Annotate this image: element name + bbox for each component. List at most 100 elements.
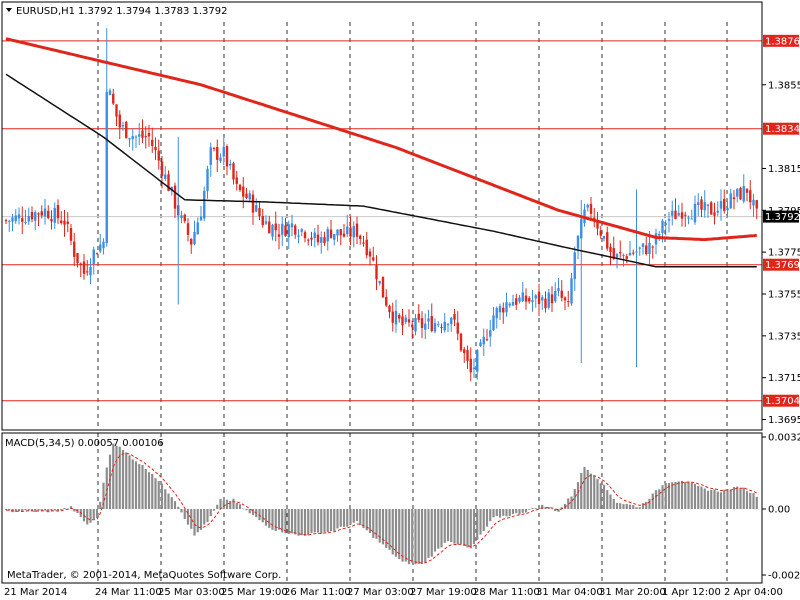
candle[interactable] bbox=[466, 345, 469, 370]
candle[interactable] bbox=[749, 180, 752, 210]
candle[interactable] bbox=[339, 228, 342, 246]
candle[interactable] bbox=[196, 217, 199, 235]
candle[interactable] bbox=[56, 199, 60, 224]
candle[interactable] bbox=[469, 347, 472, 382]
candle[interactable] bbox=[11, 213, 14, 232]
candle[interactable] bbox=[654, 228, 658, 255]
candle[interactable] bbox=[437, 321, 440, 328]
candle[interactable] bbox=[729, 188, 732, 210]
candle[interactable] bbox=[482, 328, 485, 356]
candle[interactable] bbox=[222, 136, 225, 166]
candle[interactable] bbox=[164, 166, 167, 181]
candle[interactable] bbox=[489, 320, 492, 347]
candle[interactable] bbox=[102, 238, 105, 255]
candle[interactable] bbox=[372, 246, 375, 262]
candle[interactable] bbox=[424, 313, 427, 340]
candle[interactable] bbox=[472, 358, 476, 378]
candle[interactable] bbox=[576, 235, 580, 260]
candle[interactable] bbox=[706, 204, 710, 218]
candle[interactable] bbox=[401, 308, 404, 335]
candle[interactable] bbox=[313, 228, 316, 248]
candle[interactable] bbox=[284, 217, 287, 237]
candles[interactable] bbox=[4, 28, 758, 382]
candle[interactable] bbox=[693, 195, 697, 225]
candle[interactable] bbox=[453, 308, 456, 326]
candle[interactable] bbox=[310, 231, 313, 247]
candle[interactable] bbox=[690, 209, 693, 220]
candle[interactable] bbox=[726, 201, 729, 218]
candle[interactable] bbox=[359, 234, 362, 245]
candle[interactable] bbox=[89, 258, 92, 285]
candle[interactable] bbox=[326, 226, 329, 251]
candle[interactable] bbox=[427, 309, 430, 330]
candle[interactable] bbox=[342, 224, 346, 238]
candle[interactable] bbox=[739, 186, 742, 201]
candle[interactable] bbox=[134, 135, 138, 148]
candle[interactable] bbox=[294, 223, 297, 239]
candle[interactable] bbox=[414, 313, 417, 336]
candle[interactable] bbox=[261, 208, 264, 228]
candle[interactable] bbox=[303, 230, 307, 243]
candle[interactable] bbox=[430, 303, 433, 333]
candle[interactable] bbox=[209, 142, 212, 177]
candle[interactable] bbox=[79, 262, 82, 278]
candle[interactable] bbox=[199, 205, 203, 221]
candle[interactable] bbox=[398, 313, 401, 323]
candle[interactable] bbox=[92, 246, 95, 275]
candle[interactable] bbox=[60, 211, 63, 225]
candle[interactable] bbox=[508, 302, 511, 308]
candle[interactable] bbox=[323, 231, 326, 246]
candle[interactable] bbox=[492, 306, 495, 332]
candle[interactable] bbox=[736, 188, 739, 203]
candle[interactable] bbox=[47, 205, 50, 220]
candle[interactable] bbox=[609, 243, 612, 265]
candle[interactable] bbox=[589, 197, 593, 220]
candle[interactable] bbox=[612, 236, 615, 261]
candle[interactable] bbox=[365, 231, 368, 259]
candle[interactable] bbox=[183, 213, 186, 224]
candle[interactable] bbox=[521, 282, 524, 302]
candle[interactable] bbox=[554, 282, 557, 303]
candle[interactable] bbox=[641, 243, 645, 255]
candle[interactable] bbox=[203, 186, 206, 222]
candle[interactable] bbox=[531, 290, 534, 312]
candle[interactable] bbox=[511, 294, 515, 306]
candle[interactable] bbox=[336, 229, 339, 242]
candle[interactable] bbox=[4, 218, 8, 224]
candle[interactable] bbox=[375, 255, 378, 291]
candle[interactable] bbox=[66, 212, 69, 233]
candle[interactable] bbox=[723, 189, 726, 214]
candle[interactable] bbox=[502, 302, 505, 324]
candle[interactable] bbox=[95, 252, 99, 255]
candle[interactable] bbox=[671, 200, 674, 226]
candle[interactable] bbox=[550, 286, 554, 313]
candle[interactable] bbox=[459, 332, 463, 353]
candle[interactable] bbox=[99, 233, 102, 254]
candle[interactable] bbox=[274, 211, 277, 242]
candle[interactable] bbox=[180, 210, 183, 224]
candle[interactable] bbox=[703, 190, 706, 218]
candle[interactable] bbox=[264, 215, 268, 225]
candle[interactable] bbox=[385, 289, 388, 308]
candle[interactable] bbox=[651, 245, 654, 259]
candle[interactable] bbox=[664, 220, 667, 236]
candle[interactable] bbox=[583, 203, 586, 227]
candle[interactable] bbox=[147, 125, 151, 147]
candle[interactable] bbox=[193, 220, 196, 246]
candle[interactable] bbox=[173, 182, 177, 218]
candle[interactable] bbox=[658, 231, 661, 241]
candle[interactable] bbox=[599, 226, 602, 239]
candle[interactable] bbox=[586, 203, 589, 212]
candle[interactable] bbox=[219, 153, 222, 164]
candle[interactable] bbox=[456, 311, 459, 341]
candle[interactable] bbox=[128, 137, 131, 148]
candle[interactable] bbox=[346, 214, 349, 237]
candle[interactable] bbox=[593, 207, 596, 228]
candle[interactable] bbox=[17, 207, 21, 225]
candle[interactable] bbox=[138, 122, 141, 146]
candle[interactable] bbox=[544, 291, 547, 313]
candle[interactable] bbox=[394, 299, 398, 333]
candle[interactable] bbox=[687, 215, 690, 225]
candle[interactable] bbox=[251, 190, 255, 225]
candle[interactable] bbox=[625, 253, 628, 264]
